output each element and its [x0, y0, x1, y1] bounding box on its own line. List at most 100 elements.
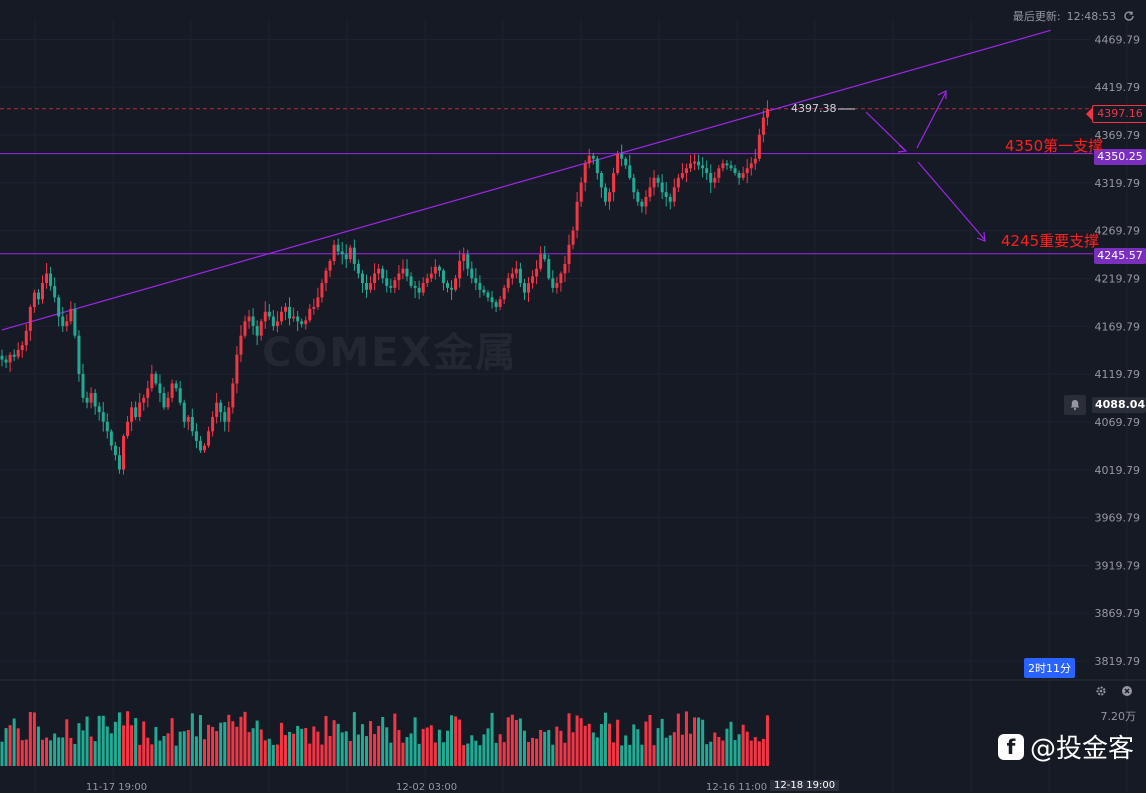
y-tick-label: 4469.79 [1095, 33, 1141, 46]
volume-bar [640, 744, 644, 766]
candle-body [381, 268, 385, 279]
candle-body [162, 393, 166, 408]
volume-bar [381, 716, 385, 766]
volume-bar [721, 740, 725, 766]
volume-bar [717, 736, 721, 766]
update-label: 最后更新: [1012, 10, 1061, 23]
volume-bar [713, 732, 717, 766]
candle-body [616, 153, 620, 174]
volume-bar [664, 737, 668, 766]
close-icon[interactable] [1120, 684, 1134, 698]
candle-body [8, 354, 12, 363]
candle-body [85, 397, 89, 403]
candle-body [397, 273, 401, 281]
candle-body [583, 163, 587, 183]
volume-bar [158, 740, 162, 766]
y-tick-label: 4269.79 [1095, 225, 1141, 238]
volume-bar [450, 715, 454, 766]
volume-bar [105, 726, 109, 766]
volume-bar [101, 715, 105, 766]
candle-body [198, 440, 202, 451]
y-tick-label: 4169.79 [1095, 320, 1141, 333]
candle-body [194, 431, 198, 441]
volume-bar [300, 728, 304, 766]
volume-bar [154, 727, 158, 766]
volume-bar [583, 725, 587, 766]
volume-bar [579, 718, 583, 766]
candle-body [628, 165, 632, 178]
candle-body [737, 173, 741, 178]
volume-bar [360, 724, 364, 766]
candle-body [757, 134, 761, 159]
candle-body [0, 355, 4, 360]
candle-body [356, 263, 360, 274]
volume-bar [73, 744, 77, 766]
volume-bar [587, 723, 591, 766]
volume-bar [680, 734, 684, 766]
candle-body [41, 283, 44, 300]
volume-bar [81, 730, 85, 766]
candle-body [292, 316, 296, 319]
candle-body [608, 192, 611, 202]
x-axis-active-label: 12-18 19:00 [770, 780, 840, 791]
volume-bar [20, 740, 24, 766]
volume-bar [89, 736, 93, 766]
volume-bar [348, 741, 352, 766]
candle-body [563, 263, 567, 274]
volume-bar [41, 739, 44, 766]
volume-bar [531, 737, 535, 766]
volume-bar [190, 713, 194, 766]
candle-body [656, 177, 660, 183]
volume-bar [178, 731, 182, 766]
volume-bar [251, 728, 255, 766]
candle-body [304, 320, 308, 325]
brand-logo-icon: f [997, 733, 1024, 760]
volume-bar [644, 721, 648, 766]
candle-body [113, 445, 117, 456]
volume-bar [340, 732, 344, 766]
volume-bar [632, 724, 636, 766]
volume-bar [316, 731, 320, 766]
candle-body [328, 261, 332, 271]
volume-bar [97, 715, 101, 766]
candle-body [689, 163, 692, 169]
volume-bar [150, 744, 154, 766]
volume-bar [729, 721, 733, 766]
volume-bar [433, 742, 437, 766]
volume-bar [478, 745, 482, 766]
volume-bar [219, 722, 223, 766]
volume-bar [397, 730, 401, 766]
candle-body [320, 283, 324, 298]
candle-body [126, 421, 130, 437]
candle-body [53, 285, 57, 298]
candle-body [81, 373, 85, 398]
volume-bar [162, 735, 166, 766]
candle-body [733, 168, 737, 174]
update-time: 12:48:53 [1066, 9, 1116, 23]
volume-bar [486, 728, 490, 766]
candle-body [348, 247, 352, 260]
candle-body [211, 416, 215, 432]
candle-body [603, 187, 607, 202]
volume-bar [365, 736, 368, 766]
alert-bell-icon[interactable] [1064, 395, 1086, 415]
settings-gear-icon[interactable] [1094, 684, 1108, 698]
volume-bar [57, 737, 61, 766]
volume-bar [502, 742, 506, 766]
volume-pane-tools [1094, 684, 1134, 698]
candle-body [243, 321, 247, 336]
volume-bar [636, 729, 640, 766]
candle-body [316, 297, 320, 307]
y-tick-label: 4119.79 [1095, 368, 1141, 381]
arrowhead-2 [976, 231, 986, 242]
candle-body [73, 308, 77, 336]
volume-bar [170, 718, 174, 766]
candle-body [28, 306, 32, 331]
candle-body [684, 168, 688, 174]
volume-bar [328, 735, 332, 766]
candle-body [668, 196, 672, 202]
candle-body [676, 177, 680, 188]
volume-bar [243, 711, 247, 766]
refresh-icon[interactable] [1122, 9, 1136, 23]
